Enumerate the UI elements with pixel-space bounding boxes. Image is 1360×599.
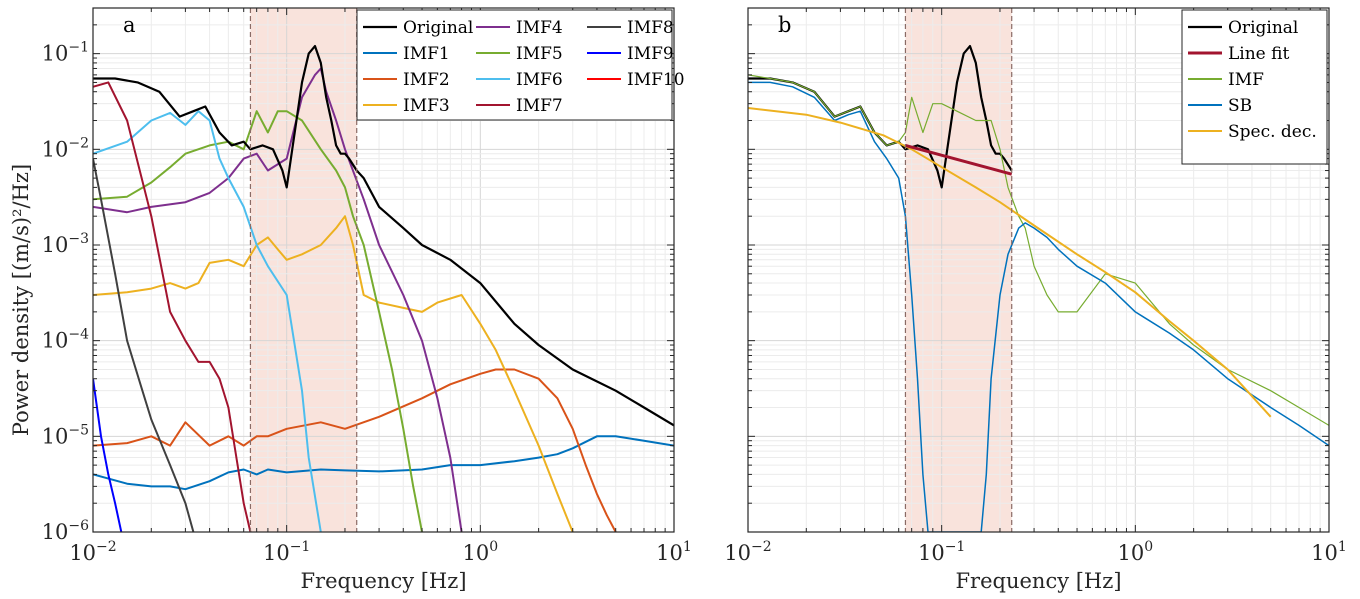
legend-label: IMF1	[403, 44, 450, 64]
x-axis-label: Frequency [Hz]	[300, 569, 466, 593]
legend-item: IMF7	[476, 96, 563, 116]
x-tick-label: 10−2	[724, 539, 771, 565]
x-axis-label: Frequency [Hz]	[955, 569, 1121, 593]
legend-item: Spec. dec.	[1188, 122, 1317, 142]
y-tick-label: 10−6	[42, 518, 89, 544]
legend-item: IMF1	[363, 44, 450, 64]
legend-label: IMF8	[627, 18, 674, 38]
series-line-imf3	[93, 215, 574, 532]
legend: Original IMF1 IMF2 IMF3 IMF4 IMF5 IMF6 IMF7 IMF8…	[356, 9, 685, 121]
y-tick-label: 10−1	[42, 40, 89, 66]
legend-label: Original	[403, 18, 473, 38]
legend-label: IMF7	[516, 96, 563, 116]
y-tick-label: 10−3	[42, 231, 89, 257]
legend: Original Line fit IMF SB Spec. dec.	[1181, 9, 1328, 165]
series-line-imf1	[93, 435, 674, 491]
legend-item: SB	[1188, 96, 1252, 116]
series-group	[748, 44, 1329, 532]
legend-label: Spec. dec.	[1228, 122, 1317, 142]
series-line-sb	[748, 81, 1329, 532]
series-line-imf5	[93, 110, 423, 532]
series-group	[93, 44, 674, 532]
x-tick-label: 101	[1311, 539, 1347, 565]
series-line-imf7	[93, 81, 252, 532]
x-tick-label: 101	[656, 539, 692, 565]
series-line-line-fit	[905, 143, 1013, 176]
axes-box	[747, 7, 1330, 533]
legend-item: IMF3	[363, 96, 450, 116]
x-tick-label: 100	[1118, 539, 1154, 565]
legend-item: Line fit	[1188, 44, 1289, 64]
legend-label: IMF2	[403, 70, 450, 90]
panel-label: b	[778, 13, 791, 37]
legend-item: IMF	[1188, 70, 1264, 90]
legend-item: IMF8	[587, 18, 674, 38]
legend-label: IMF5	[516, 44, 563, 64]
legend-label: SB	[1228, 96, 1252, 116]
legend-item: IMF2	[363, 70, 450, 90]
legend-item: IMF6	[476, 70, 563, 90]
axes-box	[92, 7, 675, 533]
legend-label: IMF4	[516, 18, 563, 38]
x-tick-label: 100	[463, 539, 499, 565]
legend-item: IMF5	[476, 44, 563, 64]
x-tick-label: 10−1	[263, 539, 310, 565]
series-line-imf6	[93, 110, 322, 532]
x-tick-label: 10−1	[918, 539, 965, 565]
legend-item: IMF4	[476, 18, 563, 38]
panel-a: 10−2 10−1 100 101 10−6 10−5 10−4 10−3 10−2 10−1 Fr…	[42, 7, 692, 593]
legend-label: IMF9	[627, 44, 674, 64]
legend-box	[356, 9, 673, 121]
legend-label: IMF6	[516, 70, 563, 90]
series-line-imf	[748, 74, 1329, 426]
shaded-band	[250, 8, 357, 532]
panel-label: a	[123, 13, 136, 37]
y-tick-label: 10−2	[42, 135, 89, 161]
series-line-spec-dec-	[748, 107, 1272, 418]
series-line-original	[93, 44, 674, 427]
series-line-imf8	[93, 158, 195, 532]
x-tick-label: 10−2	[69, 539, 116, 565]
y-tick-label: 10−5	[42, 422, 89, 448]
legend-item: Original	[1188, 18, 1298, 38]
series-line-imf4	[93, 67, 463, 532]
series-line-imf9	[93, 378, 123, 532]
panel-b: 10−2 10−1 100 101 Frequency [Hz] b Original Lin…	[724, 7, 1347, 593]
legend-box	[1181, 9, 1328, 165]
legend-label: Original	[1228, 18, 1298, 38]
series-line-imf2	[93, 368, 617, 532]
legend-item: Original	[363, 18, 473, 38]
legend-label: IMF	[1228, 70, 1264, 90]
legend-item: IMF10	[587, 70, 685, 90]
legend-label: IMF10	[627, 70, 685, 90]
legend-label: IMF3	[403, 96, 450, 116]
legend-label: Line fit	[1228, 44, 1289, 64]
y-tick-label: 10−4	[42, 327, 89, 353]
legend-item: IMF9	[587, 44, 674, 64]
y-axis-label: Power density [(m/s)²/Hz]	[9, 164, 33, 436]
